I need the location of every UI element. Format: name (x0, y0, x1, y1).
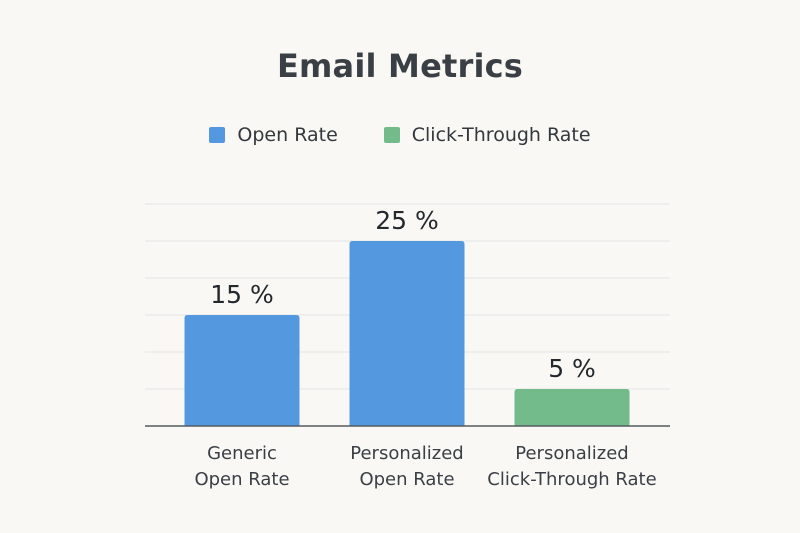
chart-title: Email Metrics (276, 47, 524, 85)
legend-item-open-rate: Open Rate (209, 124, 338, 146)
category-label: Personalized (515, 443, 628, 464)
category-label: Generic (207, 443, 277, 464)
category-label: Open Rate (194, 469, 289, 490)
chart-legend: Open Rate Click-Through Rate (0, 124, 800, 146)
bar (349, 241, 465, 426)
category-label: Click-Through Rate (487, 469, 656, 490)
category-label: Open Rate (359, 469, 454, 490)
legend-item-click-through-rate: Click-Through Rate (383, 124, 591, 146)
bar-value-label: 15 % (210, 280, 274, 309)
bar (184, 315, 300, 426)
bar-value-label: 25 % (375, 206, 439, 235)
legend-swatch-click-through-rate (383, 127, 400, 143)
category-label: Personalized (350, 443, 463, 464)
legend-swatch-open-rate (209, 127, 226, 143)
legend-label-click-through-rate: Click-Through Rate (411, 124, 591, 146)
bar-value-label: 5 % (548, 354, 596, 383)
bar (514, 389, 630, 426)
legend-label-open-rate: Open Rate (237, 124, 338, 146)
